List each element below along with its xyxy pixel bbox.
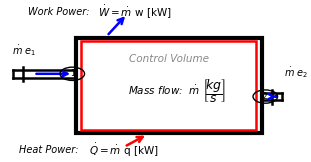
Text: Work Power:: Work Power: xyxy=(28,7,89,17)
Text: $\dot{W} = \dot{m}$ w [kW]: $\dot{W} = \dot{m}$ w [kW] xyxy=(98,4,172,21)
Text: $\dot{m}$ e$_1$: $\dot{m}$ e$_1$ xyxy=(12,43,36,58)
Text: Control Volume: Control Volume xyxy=(129,54,209,64)
Text: Mass flow:  $\dot{m}$: Mass flow: $\dot{m}$ xyxy=(128,84,200,98)
Text: 2: 2 xyxy=(263,92,268,101)
Text: $\dot{m}$ e$_2$: $\dot{m}$ e$_2$ xyxy=(284,65,308,80)
Text: Heat Power:: Heat Power: xyxy=(19,145,78,155)
Text: 1: 1 xyxy=(70,69,75,78)
Bar xyxy=(76,38,262,133)
Text: $\dot{Q} = \dot{m}$ q [kW]: $\dot{Q} = \dot{m}$ q [kW] xyxy=(89,141,159,159)
Bar xyxy=(81,41,256,130)
Text: $\left[\!\dfrac{kg}{s}\!\right]$: $\left[\!\dfrac{kg}{s}\!\right]$ xyxy=(202,77,225,105)
